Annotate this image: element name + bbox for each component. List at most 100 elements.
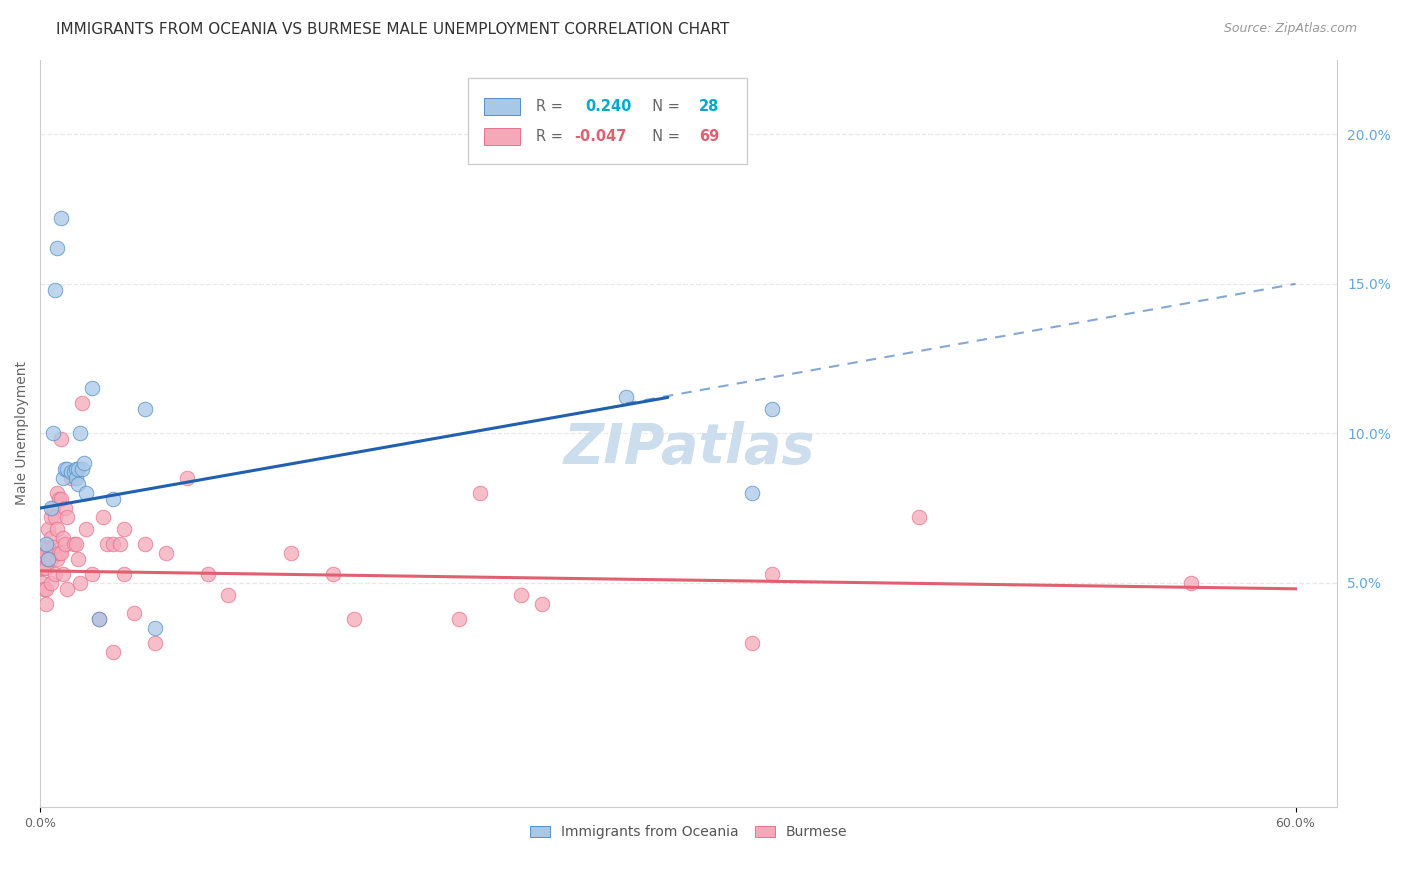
Point <box>103 537 125 551</box>
Point <box>73 456 96 470</box>
Point <box>35 561 58 575</box>
Point <box>49 432 72 446</box>
Text: R =: R = <box>536 129 567 145</box>
Point <box>45 522 67 536</box>
Point <box>87 612 110 626</box>
Point <box>35 537 58 551</box>
Point <box>143 621 166 635</box>
Point <box>69 426 91 441</box>
Point <box>741 486 763 500</box>
Point <box>280 546 302 560</box>
Text: N =: N = <box>644 99 685 114</box>
Point <box>761 402 783 417</box>
Point <box>908 510 931 524</box>
Point <box>62 537 84 551</box>
Point <box>48 492 70 507</box>
Point <box>31 552 53 566</box>
Point <box>39 552 62 566</box>
FancyBboxPatch shape <box>484 98 520 115</box>
Point <box>41 540 63 554</box>
Point <box>96 537 118 551</box>
Point <box>49 492 72 507</box>
Point <box>82 382 104 396</box>
Point <box>134 537 156 551</box>
Point <box>65 462 87 476</box>
Point <box>56 510 79 524</box>
Y-axis label: Male Unemployment: Male Unemployment <box>15 361 30 506</box>
Point <box>75 486 97 500</box>
Point <box>155 546 177 560</box>
Point <box>65 537 87 551</box>
Point <box>52 566 75 581</box>
Point <box>52 531 75 545</box>
Point <box>35 582 58 596</box>
Text: R =: R = <box>536 99 567 114</box>
Point <box>103 644 125 658</box>
Point <box>75 522 97 536</box>
Point <box>531 597 554 611</box>
Point <box>82 566 104 581</box>
Point <box>343 612 366 626</box>
Point <box>39 510 62 524</box>
Point <box>31 561 53 575</box>
Point <box>49 546 72 560</box>
Point <box>87 612 110 626</box>
Point <box>37 552 59 566</box>
Point <box>197 566 219 581</box>
Point <box>39 531 62 545</box>
Point <box>35 546 58 560</box>
Point <box>45 486 67 500</box>
Point <box>49 211 72 225</box>
Point <box>53 501 76 516</box>
Point <box>35 597 58 611</box>
Text: Source: ZipAtlas.com: Source: ZipAtlas.com <box>1223 22 1357 36</box>
Point <box>45 241 67 255</box>
Point <box>37 552 59 566</box>
Point <box>37 522 59 536</box>
Point <box>60 465 83 479</box>
Point <box>108 537 131 551</box>
Point <box>60 471 83 485</box>
Point <box>761 566 783 581</box>
Point <box>176 471 198 485</box>
Point <box>447 612 470 626</box>
Point <box>741 635 763 649</box>
Point <box>44 510 66 524</box>
Point <box>1180 575 1202 590</box>
Point <box>143 635 166 649</box>
Text: N =: N = <box>644 129 685 145</box>
FancyBboxPatch shape <box>484 128 520 145</box>
Point <box>217 588 239 602</box>
Point <box>39 501 62 516</box>
Point <box>66 477 89 491</box>
Point <box>62 465 84 479</box>
Point <box>56 582 79 596</box>
Point <box>65 471 87 485</box>
Text: IMMIGRANTS FROM OCEANIA VS BURMESE MALE UNEMPLOYMENT CORRELATION CHART: IMMIGRANTS FROM OCEANIA VS BURMESE MALE … <box>56 22 730 37</box>
Point <box>468 486 491 500</box>
Point <box>91 510 114 524</box>
Point <box>134 402 156 417</box>
Point <box>69 575 91 590</box>
Point <box>614 391 637 405</box>
Point <box>37 540 59 554</box>
Point <box>70 396 93 410</box>
Legend: Immigrants from Oceania, Burmese: Immigrants from Oceania, Burmese <box>524 820 853 845</box>
Point <box>48 546 70 560</box>
Text: ZIPatlas: ZIPatlas <box>562 421 814 475</box>
Text: 0.240: 0.240 <box>585 99 631 114</box>
Point <box>41 501 63 516</box>
Point <box>122 606 145 620</box>
Point <box>44 283 66 297</box>
Point <box>103 492 125 507</box>
Point <box>39 575 62 590</box>
Text: 28: 28 <box>699 99 720 114</box>
Point <box>52 471 75 485</box>
Point <box>44 566 66 581</box>
Point <box>112 566 135 581</box>
Point <box>53 462 76 476</box>
Point <box>510 588 533 602</box>
Point <box>34 540 56 554</box>
Text: 69: 69 <box>699 129 720 145</box>
FancyBboxPatch shape <box>468 78 747 164</box>
